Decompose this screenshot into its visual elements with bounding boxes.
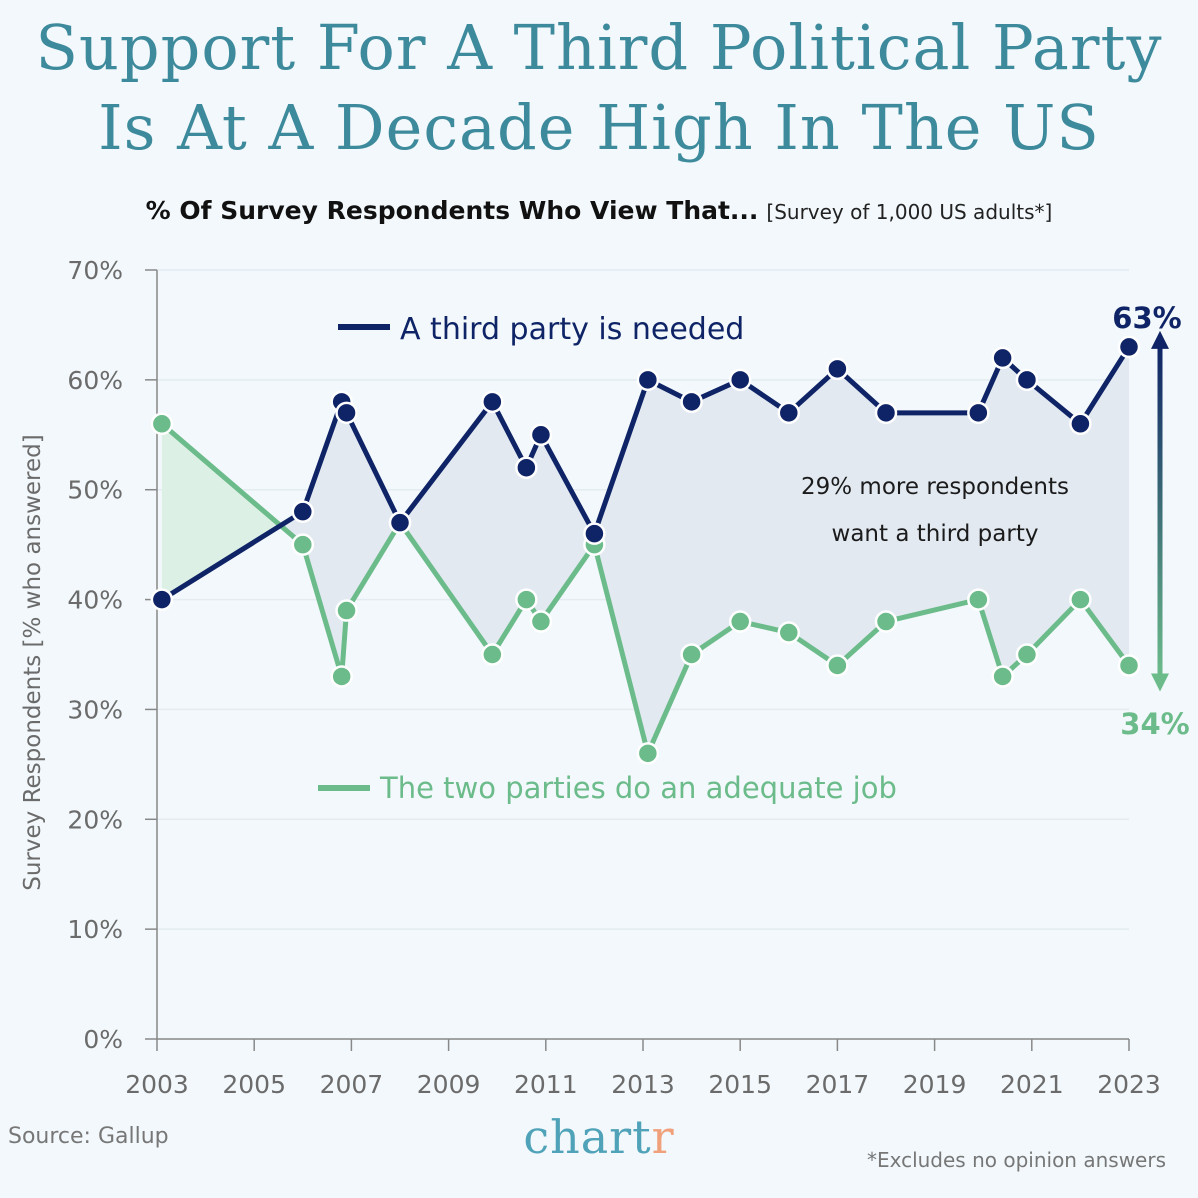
fill-area-third-party-ahead [280,346,1129,754]
y-tick-label: 10% [67,915,123,944]
series-third-party-point [1015,368,1039,392]
y-tick-label: 40% [67,586,123,615]
series-two-parties-point [967,588,990,611]
legend-label-two-parties: The two parties do an adequate job [379,771,897,805]
fill-area-two-parties-ahead [161,423,281,600]
series-third-party-point [529,423,553,447]
x-tick-label: 2011 [514,1070,578,1099]
series-two-parties-point [777,621,801,644]
y-tick-label: 60% [67,366,123,395]
series-two-parties-point [1015,643,1039,666]
series-third-party-point [1117,335,1141,359]
source-credit: Source: Gallup [8,1124,169,1149]
series-third-party-point [481,390,504,414]
series-two-parties-point [680,643,703,666]
series-third-party-point [728,368,752,392]
series-third-party-point [583,522,606,545]
x-tick-label: 2021 [1000,1070,1064,1099]
series-third-party-point [150,588,174,611]
subtitle-main: % Of Survey Respondents Who View That... [145,196,759,225]
chart-title: Support For A Third Political Party Is A… [0,8,1198,168]
brand-logo-main: chart [523,1110,652,1164]
x-tick-label: 2009 [417,1070,481,1099]
series-third-party-point [967,401,990,425]
chart-title-line-2: Is At A Decade High In The US [98,91,1100,164]
series-third-party-point [388,511,412,534]
annotation-line-1: 29% more respondents [801,474,1069,500]
series-two-parties-point [1069,588,1092,611]
series-third-party-point [1069,412,1092,436]
footnote: *Excludes no opinion answers [866,1148,1166,1172]
subtitle-note: [Survey of 1,000 US adults*] [766,200,1053,224]
gap-arrow-head-up [1151,330,1169,349]
x-tick-label: 2023 [1097,1070,1161,1099]
series-third-party-point [826,357,849,381]
end-label-third-party: 63% [1112,301,1181,335]
series-third-party-point [515,456,538,479]
series-two-parties-point [1117,654,1141,677]
gap-arrow-head-down [1151,673,1169,692]
series-third-party-point [636,368,660,392]
series-third-party-point [291,500,315,523]
x-tick-label: 2005 [222,1070,286,1099]
chart-subtitle: % Of Survey Respondents Who View That...… [0,196,1198,225]
series-third-party-point [777,401,801,425]
series-third-party-point [335,401,358,425]
x-tick-label: 2015 [708,1070,772,1099]
annotation-line-2: want a third party [832,521,1039,547]
legend-label-third-party: A third party is needed [400,312,744,347]
y-axis-label: Survey Respondents [% who answered] [20,434,46,891]
series-two-parties-point [291,533,315,556]
x-tick-label: 2017 [806,1070,870,1099]
series-third-party-point [874,401,898,425]
series-two-parties-point [335,599,358,622]
y-tick-label: 20% [67,805,123,834]
y-tick-label: 0% [83,1025,123,1054]
end-label-two-parties: 34% [1120,707,1189,741]
y-tick-label: 30% [67,695,123,724]
y-tick-label: 70% [67,256,123,285]
x-tick-label: 2019 [903,1070,967,1099]
brand-logo-accent: r [651,1110,675,1164]
series-two-parties-point [991,665,1014,688]
series-two-parties-point [150,412,174,436]
series-two-parties-point [481,643,504,666]
series-third-party-point [991,346,1014,370]
series-two-parties-point [529,610,553,633]
gap-arrow-shaft [1157,346,1163,676]
series-two-parties-point [636,742,660,765]
x-tick-label: 2003 [125,1070,189,1099]
series-two-parties-point [826,654,849,677]
series-two-parties-point [728,610,752,633]
series-two-parties-point [515,588,538,611]
x-tick-label: 2007 [320,1070,384,1099]
x-tick-label: 2013 [611,1070,675,1099]
chart-title-line-1: Support For A Third Political Party [35,11,1163,84]
brand-logo: chartr [0,1110,1198,1164]
series-third-party-point [680,390,703,414]
series-two-parties-point [874,610,898,633]
series-two-parties-point [330,665,353,688]
y-tick-label: 50% [67,476,123,505]
series-two-parties-line [160,421,1132,756]
